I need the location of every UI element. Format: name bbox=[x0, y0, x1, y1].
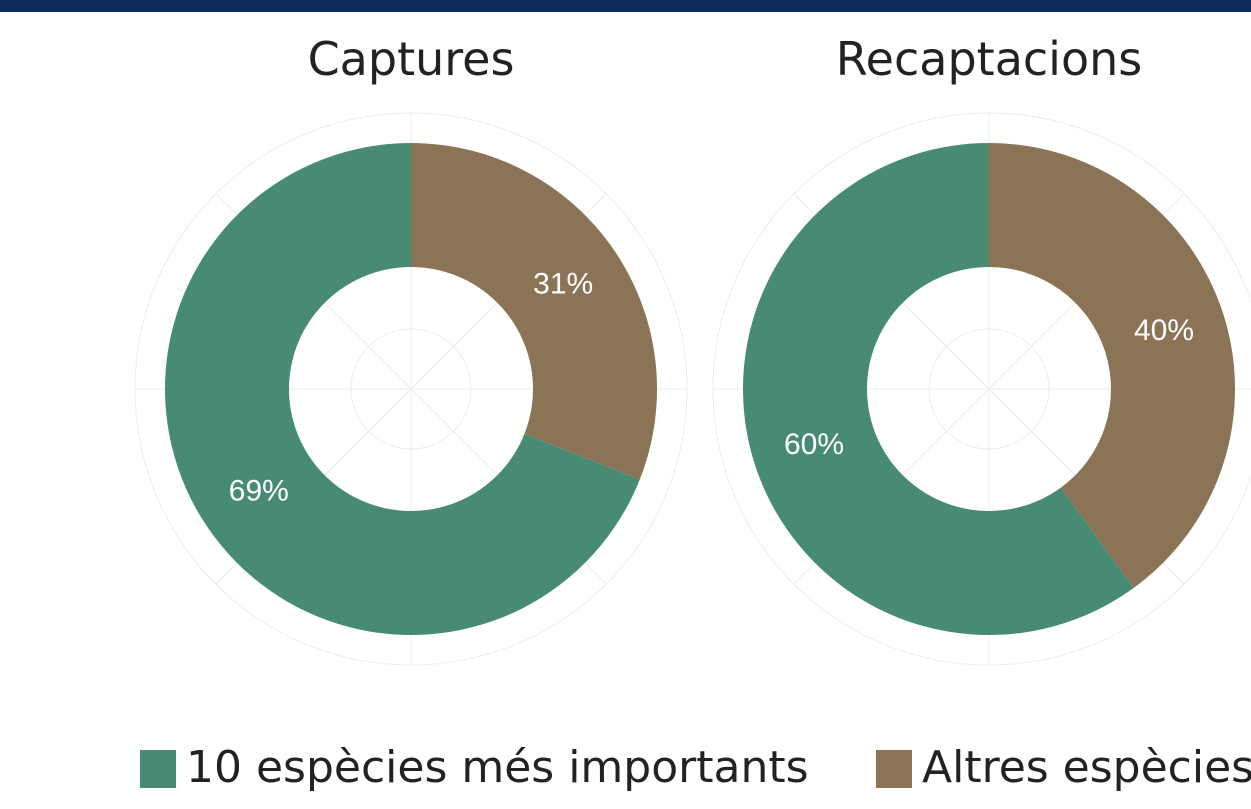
donut-chart: Recaptacions 40% 60% bbox=[712, 32, 1251, 666]
donut-chart: Captures 31% 69% bbox=[134, 32, 688, 666]
chart-title: Recaptacions bbox=[836, 32, 1142, 86]
donut-slice bbox=[989, 143, 1235, 589]
donut-slice bbox=[742, 143, 1134, 636]
value-label: 69% bbox=[229, 474, 289, 507]
header-bar bbox=[0, 0, 1251, 12]
donut-slice bbox=[165, 143, 640, 635]
value-label: 40% bbox=[1134, 314, 1194, 347]
donut-slice bbox=[411, 143, 657, 480]
value-label: 60% bbox=[784, 428, 844, 461]
legend-swatch bbox=[876, 750, 912, 788]
legend-label: 10 espècies més importants bbox=[186, 742, 809, 793]
value-label: 31% bbox=[533, 267, 593, 300]
chart-title: Captures bbox=[308, 32, 515, 86]
legend-label: Altres espècies bbox=[922, 742, 1251, 793]
legend-swatch bbox=[140, 750, 176, 788]
